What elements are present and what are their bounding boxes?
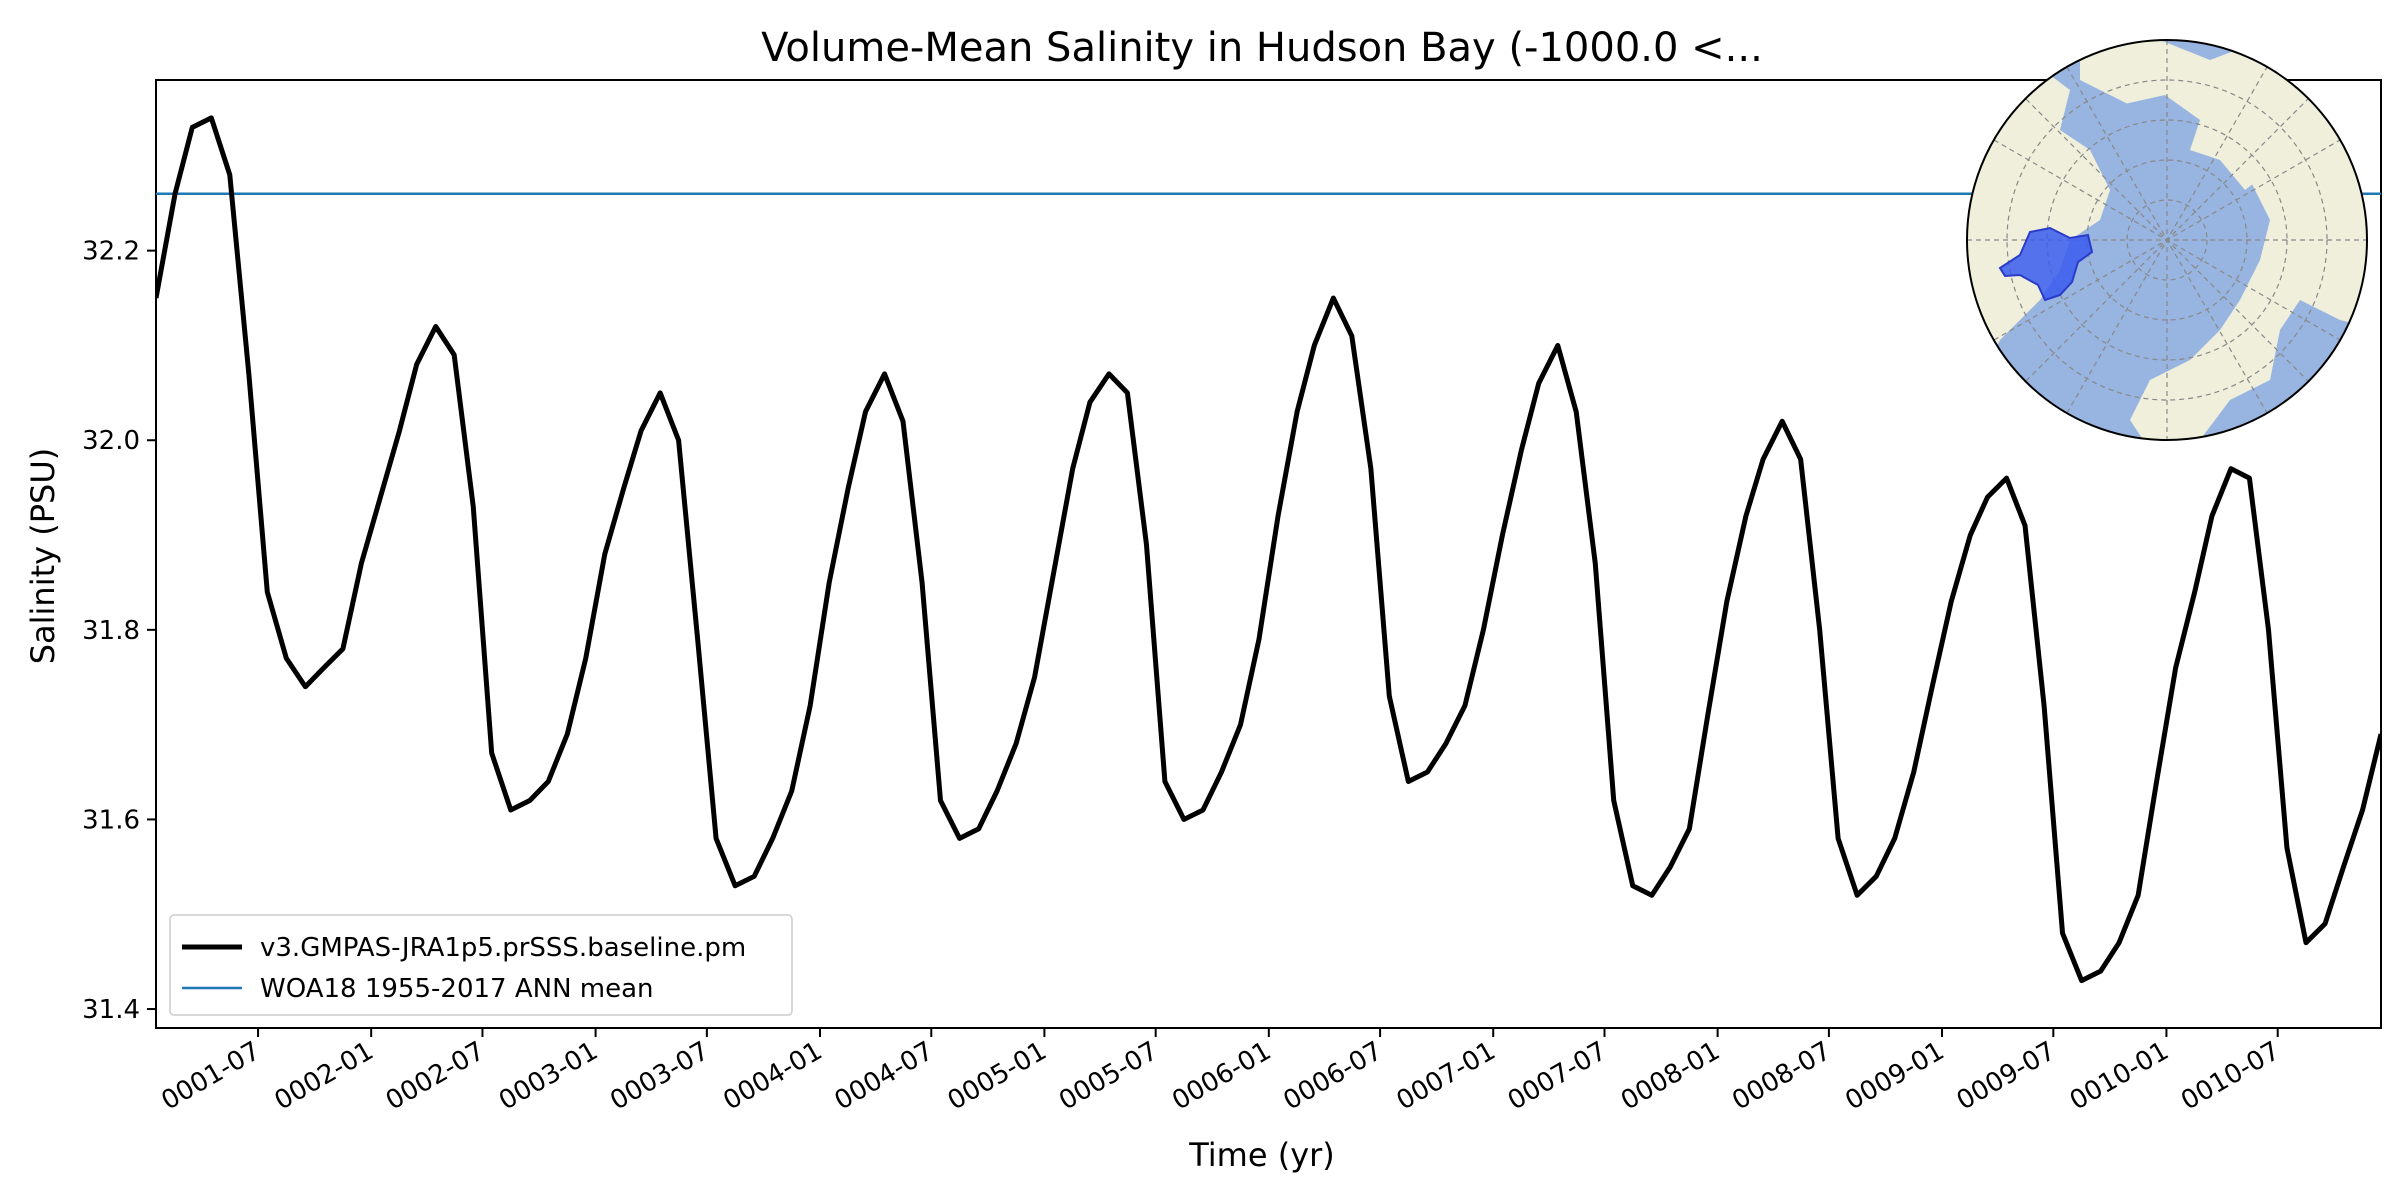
y-tick-label: 31.6 [82,805,140,835]
y-tick-label: 32.0 [82,426,140,456]
legend-box [169,914,793,1016]
legend: v3.GMPAS-JRA1p5.prSSS.baseline.pm WOA18 … [169,914,793,1016]
series-model-line [156,115,2381,984]
chart-title: Volume-Mean Salinity in Hudson Bay (-100… [761,25,1763,71]
y-tick-label: 31.4 [82,995,140,1025]
y-tick-label: 32.2 [82,237,140,267]
x-axis-label: Time (yr) [1188,1136,1335,1174]
map-border [1966,39,2368,441]
map-land-greenland [2120,95,2200,160]
map-land-arctic-islands [2220,150,2320,230]
map-land-eurasia [2080,40,2367,440]
y-axis-label: Salinity (PSU) [24,448,62,665]
y-tick-label: 31.8 [82,616,140,646]
legend-label-woa18: WOA18 1955-2017 ANN mean [260,974,654,1004]
legend-label-model: v3.GMPAS-JRA1p5.prSSS.baseline.pm [260,933,746,963]
map-region-hudson-bay [1998,226,2094,302]
inset-map [1966,39,2368,441]
